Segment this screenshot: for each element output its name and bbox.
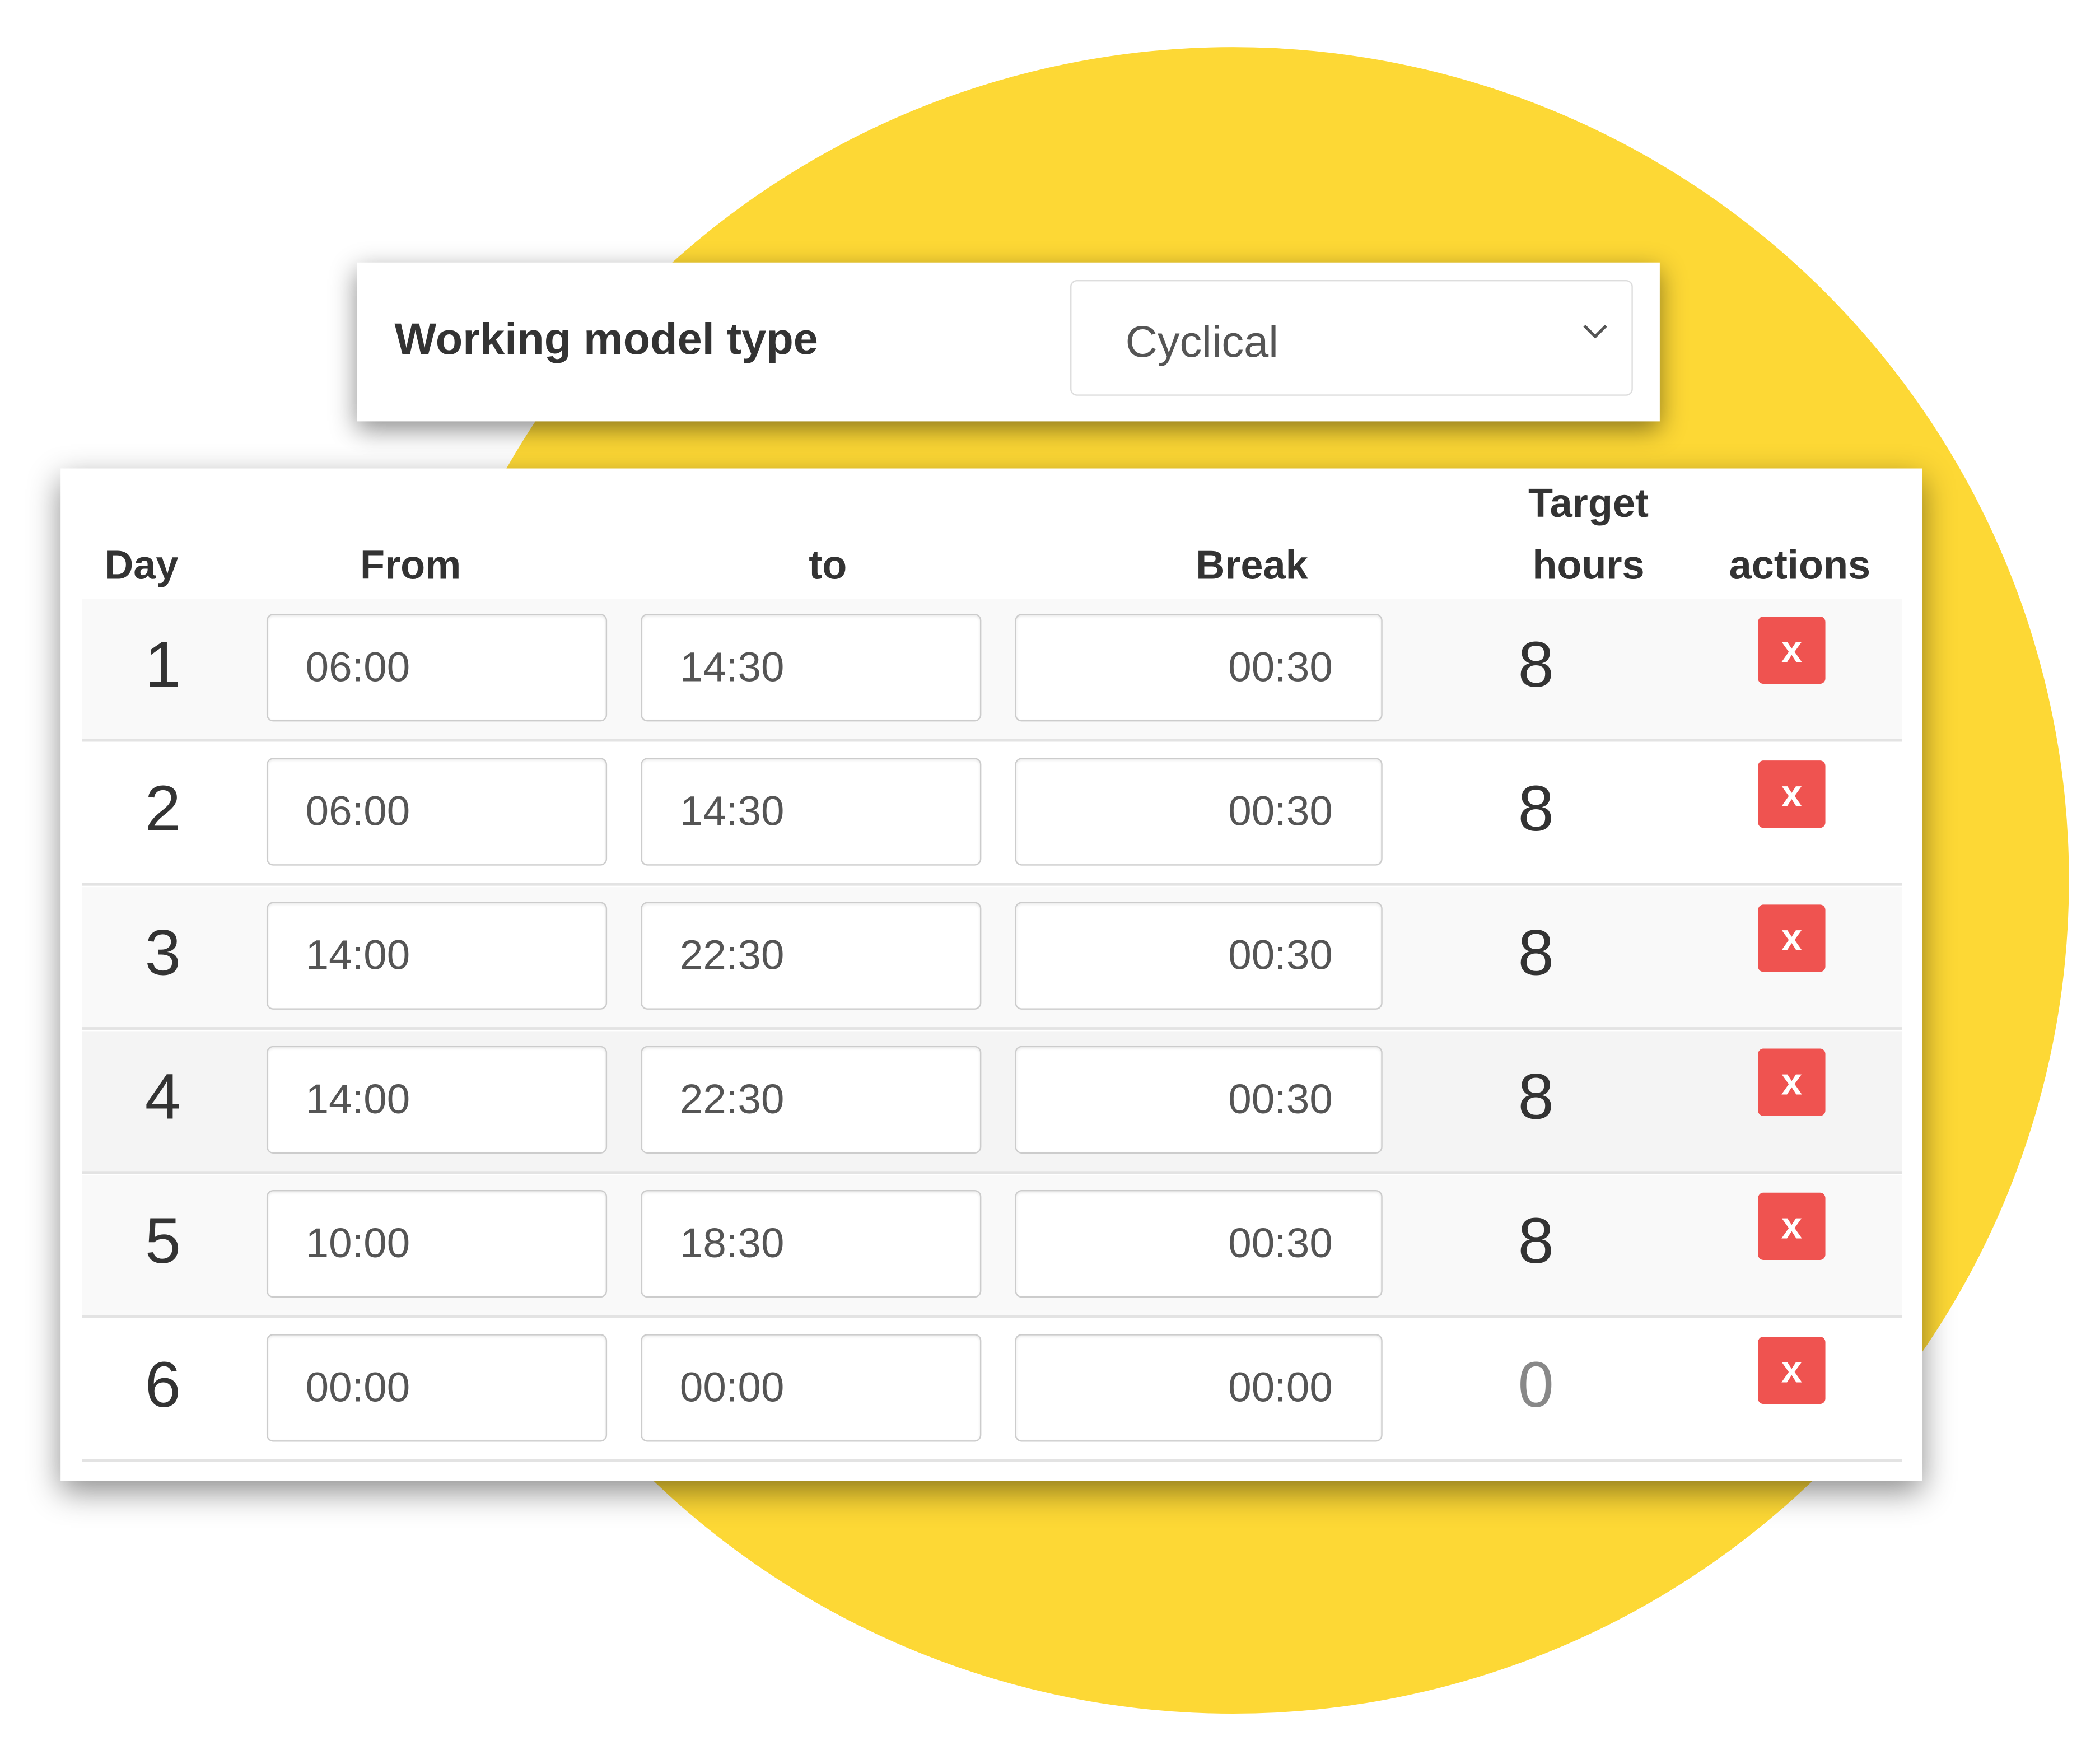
header-from: From [360, 544, 461, 589]
delete-row-button[interactable]: x [1758, 1048, 1826, 1116]
from-time-input[interactable]: 14:00 [266, 902, 608, 1010]
target-hours: 8 [1518, 629, 1554, 702]
to-time-input[interactable]: 22:30 [641, 1046, 982, 1154]
break-time-input[interactable]: 00:30 [1015, 902, 1383, 1010]
header-target-line1: Target [1528, 482, 1649, 526]
table-row: 1 06:00 14:30 00:30 8 x [82, 599, 1902, 742]
to-time-input[interactable]: 14:30 [641, 614, 982, 722]
schedule-table: Day From to Break Target hours actions 1… [60, 468, 1922, 1481]
target-hours: 8 [1518, 1062, 1554, 1133]
table-row: 5 10:00 18:30 00:30 8 x [82, 1175, 1902, 1318]
target-hours: 8 [1518, 774, 1554, 846]
header-target-line2: hours [1532, 544, 1645, 589]
day-number: 1 [144, 629, 181, 702]
working-model-value: Cyclical [1125, 316, 1278, 366]
day-number: 2 [144, 774, 181, 846]
break-time-input[interactable]: 00:30 [1015, 758, 1383, 866]
table-row: 3 14:00 22:30 00:30 8 x [82, 887, 1902, 1030]
break-time-input[interactable]: 00:30 [1015, 614, 1383, 722]
working-model-card: Working model type Cyclical [357, 262, 1660, 422]
from-time-input[interactable]: 14:00 [266, 1046, 608, 1154]
table-row: 6 00:00 00:00 00:00 0 x [82, 1319, 1902, 1462]
header-break: Break [1196, 544, 1308, 589]
delete-row-button[interactable]: x [1758, 904, 1826, 972]
delete-row-button[interactable]: x [1758, 1336, 1826, 1404]
target-hours: 8 [1518, 918, 1554, 990]
to-time-input[interactable]: 18:30 [641, 1189, 982, 1298]
day-number: 6 [144, 1350, 181, 1422]
table-row: 4 14:00 22:30 00:30 8 x [82, 1031, 1902, 1174]
chevron-down-icon [1583, 324, 1607, 339]
target-hours: 8 [1518, 1206, 1554, 1278]
delete-row-button[interactable]: x [1758, 1192, 1826, 1260]
to-time-input[interactable]: 00:00 [641, 1334, 982, 1442]
break-time-input[interactable]: 00:30 [1015, 1189, 1383, 1298]
day-number: 5 [144, 1206, 181, 1278]
from-time-input[interactable]: 00:00 [266, 1334, 608, 1442]
table-row: 2 06:00 14:30 00:30 8 x [82, 743, 1902, 886]
day-number: 4 [144, 1062, 181, 1133]
break-time-input[interactable]: 00:00 [1015, 1334, 1383, 1442]
header-day: Day [104, 544, 179, 589]
header-actions: actions [1729, 544, 1871, 589]
delete-row-button[interactable]: x [1758, 616, 1826, 684]
to-time-input[interactable]: 14:30 [641, 758, 982, 866]
target-hours: 0 [1518, 1350, 1554, 1422]
working-model-label: Working model type [394, 314, 818, 364]
header-to: to [809, 544, 847, 589]
break-time-input[interactable]: 00:30 [1015, 1046, 1383, 1154]
from-time-input[interactable]: 10:00 [266, 1189, 608, 1298]
day-number: 3 [144, 918, 181, 990]
delete-row-button[interactable]: x [1758, 760, 1826, 828]
from-time-input[interactable]: 06:00 [266, 758, 608, 866]
from-time-input[interactable]: 06:00 [266, 614, 608, 722]
working-model-select[interactable]: Cyclical [1070, 279, 1633, 396]
to-time-input[interactable]: 22:30 [641, 902, 982, 1010]
